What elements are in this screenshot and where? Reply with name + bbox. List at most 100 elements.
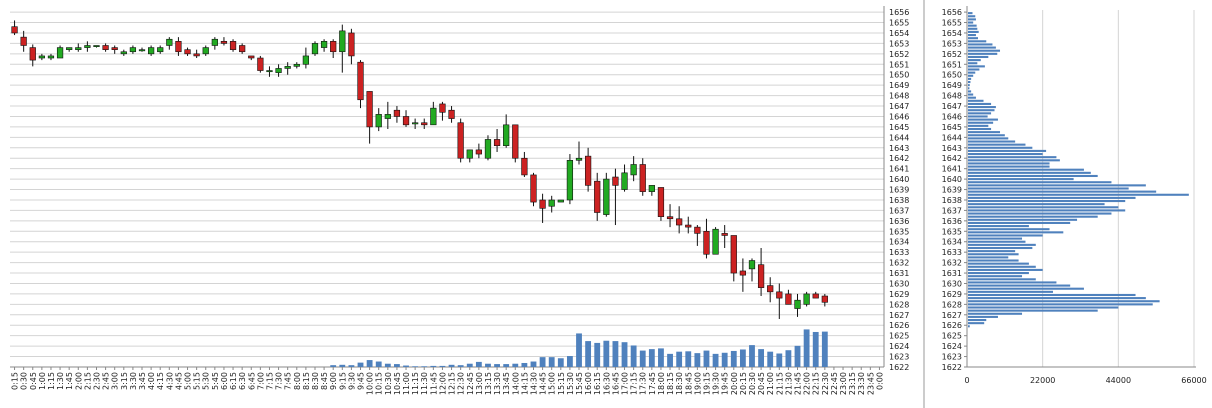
candle [275,64,282,77]
profile-bar [968,127,992,131]
volume-bar [348,365,355,367]
candle [794,293,801,317]
profile-price-tick-label: 1638 [942,196,962,205]
candle-body [421,122,428,126]
candle [311,41,319,56]
volume-bar [330,365,337,367]
profile-bar [968,168,1084,171]
candle-body [211,38,218,46]
volume-bar [785,350,792,367]
profile-bar [968,49,1001,52]
time-tick-label: 9:00 [329,372,338,390]
volume-bar [676,351,683,367]
profile-price-tick-label: 1627 [942,311,962,320]
profile-bar [968,278,1036,281]
candle [375,108,382,132]
candle-body [412,122,419,125]
candle-body [748,260,756,270]
candle-body [157,47,164,53]
volume-bar [412,366,419,367]
time-tick-label: 22:30 [821,372,830,395]
candle [402,110,410,127]
profile-price-tick-label: 1645 [942,123,962,132]
time-tick-label: 8:45 [320,372,329,390]
candle-body [339,30,346,53]
profile-price-tick-label: 1634 [942,238,962,247]
candle [111,45,118,54]
profile-bar [968,62,978,65]
candle-body [193,53,200,57]
time-tick-label: 18:15 [666,372,675,395]
candle-body [557,199,564,203]
profile-bar [968,43,993,46]
profile-bar [968,52,998,55]
time-tick-label: 11:00 [402,372,411,395]
candle [384,101,391,129]
candle-body [66,47,73,50]
profile-bar [968,240,1026,243]
profile-bar [968,322,985,325]
profile-bar [968,124,989,127]
candle-body [220,41,228,44]
time-tick-label: 13:45 [502,372,511,395]
candle [339,24,346,73]
profile-bar [968,174,1098,178]
profile-bar [968,171,1091,174]
profile-bar [968,55,989,59]
time-tick-label: 13:30 [493,372,502,395]
profile-bar [968,137,1009,140]
profile-bar [968,246,1033,250]
candle [248,55,255,61]
candle [575,141,583,165]
candle-body [11,26,18,34]
time-tick-label: 6:45 [247,372,256,390]
candle-body [685,224,692,228]
time-tick-label: 21:00 [766,372,775,395]
time-tick-label: 11:45 [429,372,438,395]
candle-body [657,187,665,217]
volume-bar [739,349,746,367]
profile-bar [968,140,1016,143]
candle-body [721,233,728,236]
price-tick-label: 1624 [889,342,909,351]
candle-body [448,109,455,119]
candle-body [120,51,127,55]
profile-bar [968,290,1053,293]
time-tick-label: 0:30 [20,372,29,390]
price-tick-label: 1641 [889,165,909,174]
candle [776,283,783,319]
profile-bar [968,272,1029,275]
volume-bar [812,331,819,367]
profile-price-tick-label: 1648 [942,92,962,101]
price-tick-label: 1629 [889,290,909,299]
time-tick-label: 18:30 [675,372,684,395]
candle-body [521,157,528,176]
candle [757,248,765,297]
candle-body [129,47,137,53]
profile-price-tick-label: 1653 [942,39,962,48]
profile-bar [968,87,970,90]
time-tick-label: 20:15 [739,372,748,395]
candle-body [666,216,674,220]
time-tick-label: 20:45 [757,372,766,395]
volume-bar [612,341,619,367]
candle [548,195,555,213]
profile-bar [968,102,992,105]
price-tick-label: 1639 [889,186,909,195]
volume-bar [521,362,528,367]
time-tick-label: 3:30 [129,372,138,390]
profile-bar [968,162,1050,165]
time-tick-label: 10:30 [384,372,393,395]
volume-bar [475,361,482,367]
price-tick-label: 1628 [889,300,909,309]
profile-bar [968,206,1119,209]
time-tick-label: 10:00 [366,372,375,395]
time-tick-label: 16:45 [611,372,620,395]
candle-body [703,230,710,255]
price-tick-label: 1645 [889,123,909,132]
profile-volume-tick-label: 0 [964,376,969,385]
volume-bar [576,333,582,367]
profile-bar [968,37,979,40]
profile-price-tick-label: 1651 [942,60,962,69]
time-tick-label: 4:00 [147,372,156,390]
